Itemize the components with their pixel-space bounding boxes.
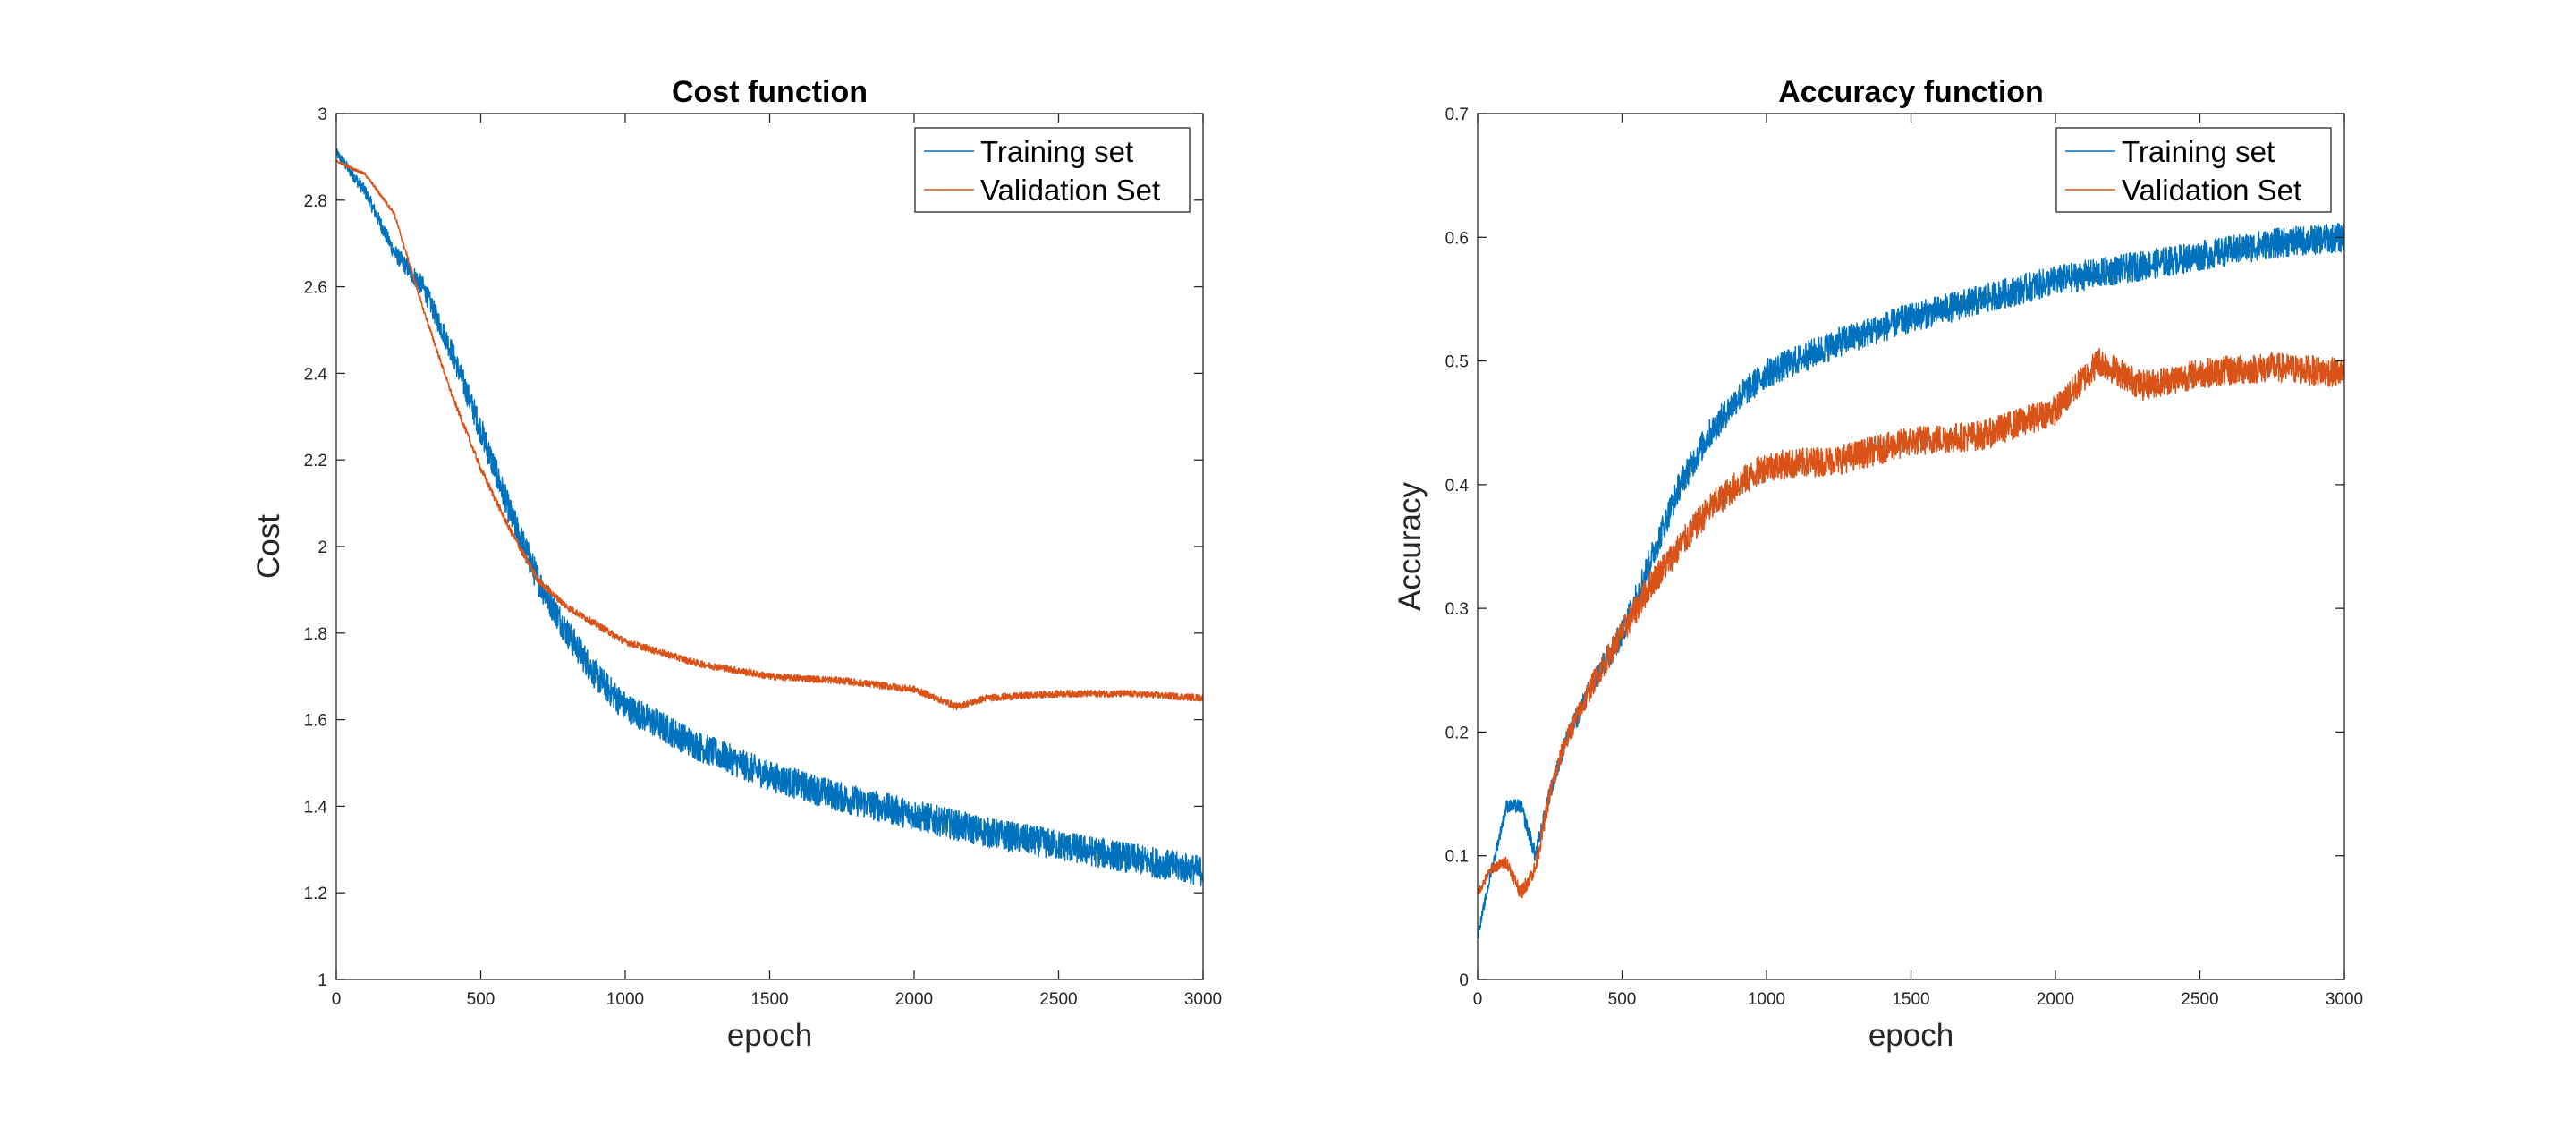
y-tick-label: 0.6 [1445,229,1469,248]
legend-box [914,127,1191,213]
x-tick-label: 2000 [2037,990,2074,1009]
x-axis-label: epoch [1868,1018,1953,1053]
y-tick-label: 0.1 [1445,848,1469,867]
x-tick-label: 3000 [2326,990,2363,1009]
y-tick-label: 0.7 [1445,106,1469,124]
y-tick-label: 3 [318,106,327,124]
y-axis-label: Accuracy [1393,482,1428,611]
x-tick-label: 0 [332,990,342,1009]
chart-1: 0 500 1000 1500 2000 2500 3000 1 1.2 1.4 1.6 1.8 2 2.… [251,75,1222,1053]
y-tick-label: 1.4 [304,798,328,817]
x-tick-label: 1500 [750,990,788,1009]
x-axis-label: epoch [727,1018,812,1053]
series-line-training-set [336,148,1203,886]
x-tick-label: 2500 [2181,990,2218,1009]
y-tick-label: 1.6 [304,712,327,731]
x-tick-label: 3000 [1184,990,1222,1009]
x-tick-label: 500 [1608,990,1637,1009]
y-tick-label: 2.8 [304,192,327,211]
series-group [1478,222,2344,939]
legend-entry-training-set: Training set [2122,135,2275,168]
legend-entry-validation-set: Validation Set [2122,174,2301,207]
y-tick-label: 0.5 [1445,353,1469,372]
legend-box [2055,127,2332,213]
x-tick-label: 500 [467,990,496,1009]
y-tick-label: 2.6 [304,279,327,298]
chart-title: Cost function [672,75,868,109]
y-tick-label: 2 [318,538,327,557]
chart-2: 0 500 1000 1500 2000 2500 3000 0 0.1 0.2 0.3 0.4 0.5… [1393,75,2363,1053]
x-tick-label: 2500 [1039,990,1077,1009]
y-axis-label: Cost [251,514,286,579]
y-tick-label: 0.4 [1445,477,1470,496]
legend-entry-validation-set: Validation Set [980,174,1160,207]
series-line-validation-set [1478,347,2344,899]
legend: Training set Validation Set [914,127,1191,213]
y-tick-label: 0.3 [1445,600,1469,619]
y-tick-label: 1.2 [304,885,327,903]
y-tick-label: 2.4 [304,365,328,384]
x-tick-label: 2000 [895,990,933,1009]
x-tick-label: 1500 [1892,990,1929,1009]
legend-entry-training-set: Training set [980,135,1133,168]
x-tick-label: 1000 [1748,990,1785,1009]
x-tick-label: 0 [1473,990,1483,1009]
series-line-validation-set [336,159,1203,711]
y-tick-label: 0.2 [1445,724,1469,742]
y-tick-label: 1.8 [304,625,327,644]
x-tick-label: 1000 [606,990,644,1009]
legend: Training set Validation Set [2055,127,2332,213]
y-tick-label: 2.2 [304,452,327,470]
y-tick-label: 0 [1459,971,1469,990]
y-tick-label: 1 [318,971,327,990]
chart-title: Accuracy function [1778,75,2044,109]
series-group [336,148,1203,886]
